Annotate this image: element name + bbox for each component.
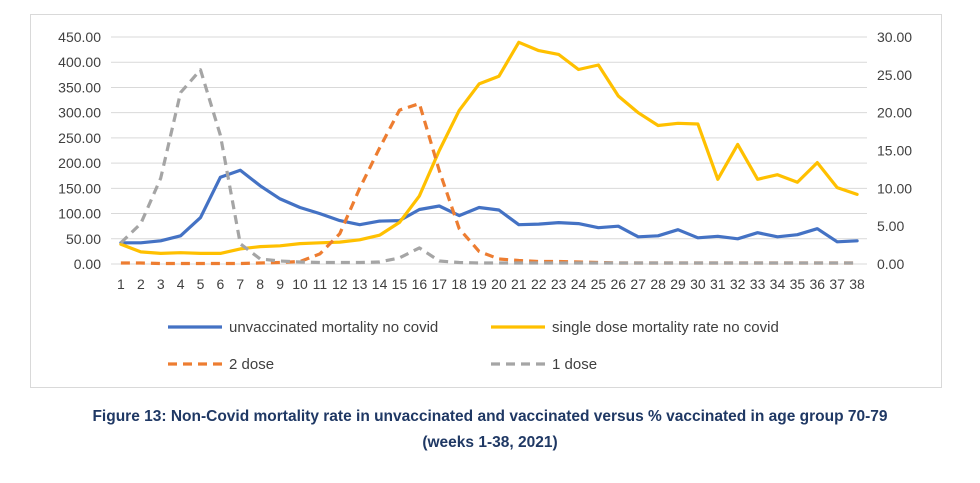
x-tick-label: 36: [809, 276, 825, 292]
x-tick-label: 25: [591, 276, 607, 292]
x-tick-label: 18: [451, 276, 467, 292]
x-tick-label: 23: [551, 276, 567, 292]
x-tick-label: 22: [531, 276, 547, 292]
x-tick-label: 2: [137, 276, 145, 292]
x-tick-label: 20: [491, 276, 507, 292]
x-tick-label: 10: [292, 276, 308, 292]
y-axis-right: 0.00 5.00 10.00 15.00 20.00 25.00 30.00: [877, 29, 912, 272]
y-left-tick-label: 50.00: [66, 231, 101, 247]
x-tick-label: 6: [217, 276, 225, 292]
x-tick-label: 31: [710, 276, 726, 292]
x-tick-label: 24: [571, 276, 587, 292]
y-axis-left: 0.00 50.00 100.00 150.00 200.00 250.00 300.00 3…: [58, 29, 101, 272]
x-tick-label: 11: [313, 276, 328, 292]
y-right-tick-label: 25.00: [877, 67, 912, 83]
x-tick-label: 14: [372, 276, 388, 292]
x-tick-label: 37: [829, 276, 845, 292]
y-left-tick-label: 300.00: [58, 105, 101, 121]
y-right-tick-label: 5.00: [877, 218, 904, 234]
x-tick-label: 33: [750, 276, 766, 292]
y-left-tick-label: 100.00: [58, 206, 101, 222]
x-tick-label: 16: [412, 276, 428, 292]
x-tick-label: 27: [630, 276, 646, 292]
series-lines: [119, 40, 859, 266]
x-tick-label: 19: [471, 276, 487, 292]
y-left-tick-label: 0.00: [74, 256, 101, 272]
legend-label: single dose mortality rate no covid: [552, 319, 779, 336]
x-tick-label: 17: [431, 276, 447, 292]
y-right-tick-label: 30.00: [877, 29, 912, 45]
y-right-tick-label: 15.00: [877, 143, 912, 159]
chart-area: 0.00 50.00 100.00 150.00 200.00 250.00 300.00 3…: [30, 14, 942, 388]
series-line: [119, 168, 859, 245]
x-tick-label: 3: [157, 276, 165, 292]
y-right-tick-label: 0.00: [877, 256, 904, 272]
legend-label: unvaccinated mortality no covid: [229, 319, 438, 336]
y-left-tick-label: 200.00: [58, 155, 101, 171]
x-tick-label: 30: [690, 276, 706, 292]
x-tick-label: 28: [650, 276, 666, 292]
y-right-tick-label: 20.00: [877, 105, 912, 121]
x-tick-label: 1: [117, 276, 125, 292]
x-tick-label: 26: [611, 276, 627, 292]
x-tick-label: 12: [332, 276, 348, 292]
x-tick-label: 34: [770, 276, 786, 292]
figure-caption: Figure 13: Non-Covid mortality rate in u…: [0, 404, 980, 456]
caption-line-2: (weeks 1-38, 2021): [422, 434, 558, 451]
x-tick-label: 7: [236, 276, 244, 292]
x-tick-label: 4: [177, 276, 185, 292]
legend: unvaccinated mortality no covid single do…: [168, 319, 779, 373]
y-left-tick-label: 150.00: [58, 180, 101, 196]
series-line: [119, 40, 859, 255]
series-line: [120, 101, 858, 266]
x-tick-label: 29: [670, 276, 686, 292]
caption-line-1: Figure 13: Non-Covid mortality rate in u…: [92, 408, 888, 425]
gridlines: [111, 36, 867, 265]
x-tick-label: 21: [511, 276, 527, 292]
x-tick-label: 32: [730, 276, 746, 292]
x-tick-label: 35: [790, 276, 806, 292]
legend-label: 1 dose: [552, 356, 597, 373]
series-line: [119, 68, 858, 265]
y-right-tick-label: 10.00: [877, 180, 912, 196]
y-left-tick-label: 450.00: [58, 29, 101, 45]
y-left-tick-label: 250.00: [58, 130, 101, 146]
x-tick-label: 13: [352, 276, 368, 292]
x-tick-label: 9: [276, 276, 284, 292]
line-chart: 0.0050.00100.00150.00200.00250.00300.003…: [58, 29, 912, 373]
x-axis: 1 2 3 4 5 6 7 8 9 10 11 12 13 14 15 16 17 18 19 20 21 22 23 24 2…: [117, 276, 865, 292]
x-tick-label: 8: [256, 276, 264, 292]
x-tick-label: 5: [197, 276, 205, 292]
y-left-tick-label: 350.00: [58, 79, 101, 95]
x-tick-label: 15: [392, 276, 408, 292]
legend-label: 2 dose: [229, 356, 274, 373]
y-left-tick-label: 400.00: [58, 54, 101, 70]
x-tick-label: 38: [849, 276, 865, 292]
